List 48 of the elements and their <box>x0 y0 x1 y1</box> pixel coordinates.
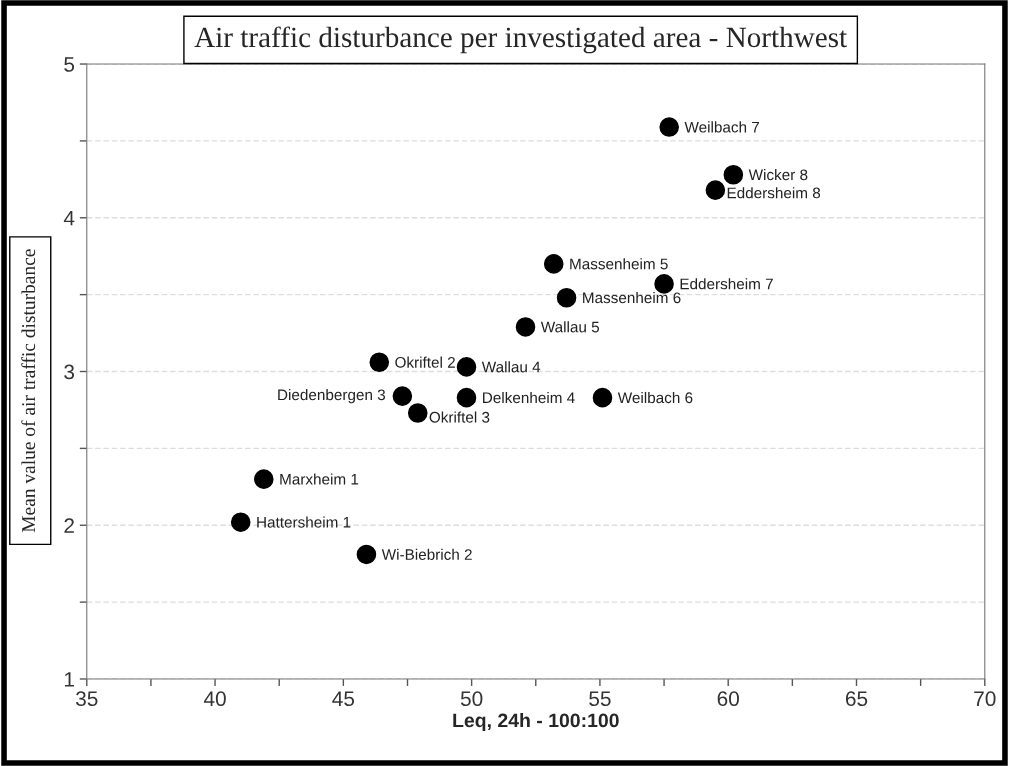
annotation: Delkenheim 4 <box>483 391 575 404</box>
y-tick-label: 4 <box>63 210 75 226</box>
y-tick-label: 5 <box>64 57 75 72</box>
point <box>592 387 613 408</box>
annotation: Wallau 5 <box>540 321 600 333</box>
point <box>407 403 428 423</box>
annotation: Massenheim 6 <box>583 291 681 304</box>
annotation: Wicker 8 <box>748 169 808 181</box>
point <box>515 317 536 337</box>
point <box>392 386 413 406</box>
x-axis-title: Leq, 24h - 100:100 <box>453 712 619 732</box>
x-tick-label: 65 <box>845 691 868 707</box>
annotation: Okriftel 3 <box>429 411 490 423</box>
annotation: Hattersheim 1 <box>257 516 351 528</box>
annotation: Weilbach 6 <box>617 391 693 404</box>
x-tick-label: 70 <box>974 691 996 707</box>
point <box>654 274 674 294</box>
y-tick-label: 3 <box>64 364 75 380</box>
point <box>659 117 679 137</box>
annotation: Marxheim 1 <box>280 473 359 485</box>
x-tick-label: 55 <box>589 691 611 707</box>
x-tick-label: 60 <box>717 691 739 707</box>
point <box>723 164 744 185</box>
point <box>543 254 564 274</box>
x-tick-label: 35 <box>75 691 98 707</box>
point <box>705 180 726 200</box>
x-tick-label: 50 <box>460 691 483 707</box>
annotation: Weilbach 7 <box>684 121 760 133</box>
point <box>254 469 274 489</box>
annotation: Wi-Biebrich 2 <box>381 548 472 560</box>
point <box>556 287 577 308</box>
annotation: Okriftel 2 <box>395 356 455 368</box>
y-tick-label: 2 <box>64 518 74 533</box>
point <box>456 357 477 377</box>
point <box>230 512 251 532</box>
annotation: Wallau 4 <box>481 361 541 373</box>
x-tick-label: 40 <box>203 691 226 707</box>
annotation: Eddersheim 7 <box>680 278 773 290</box>
chart-title: Air traffic disturbance per investigated area - Northwest <box>194 26 847 54</box>
annotation: Diedenbergen 3 <box>278 388 386 404</box>
point <box>356 544 377 565</box>
y-axis-title: Mean value of air traffic disturbance <box>21 249 36 533</box>
x-tick-label: 45 <box>332 691 355 707</box>
point <box>369 352 390 373</box>
annotation: Massenheim 5 <box>570 258 668 270</box>
point <box>456 387 477 408</box>
y-tick-label: 1 <box>64 672 74 687</box>
annotation: Eddersheim 8 <box>727 187 821 199</box>
